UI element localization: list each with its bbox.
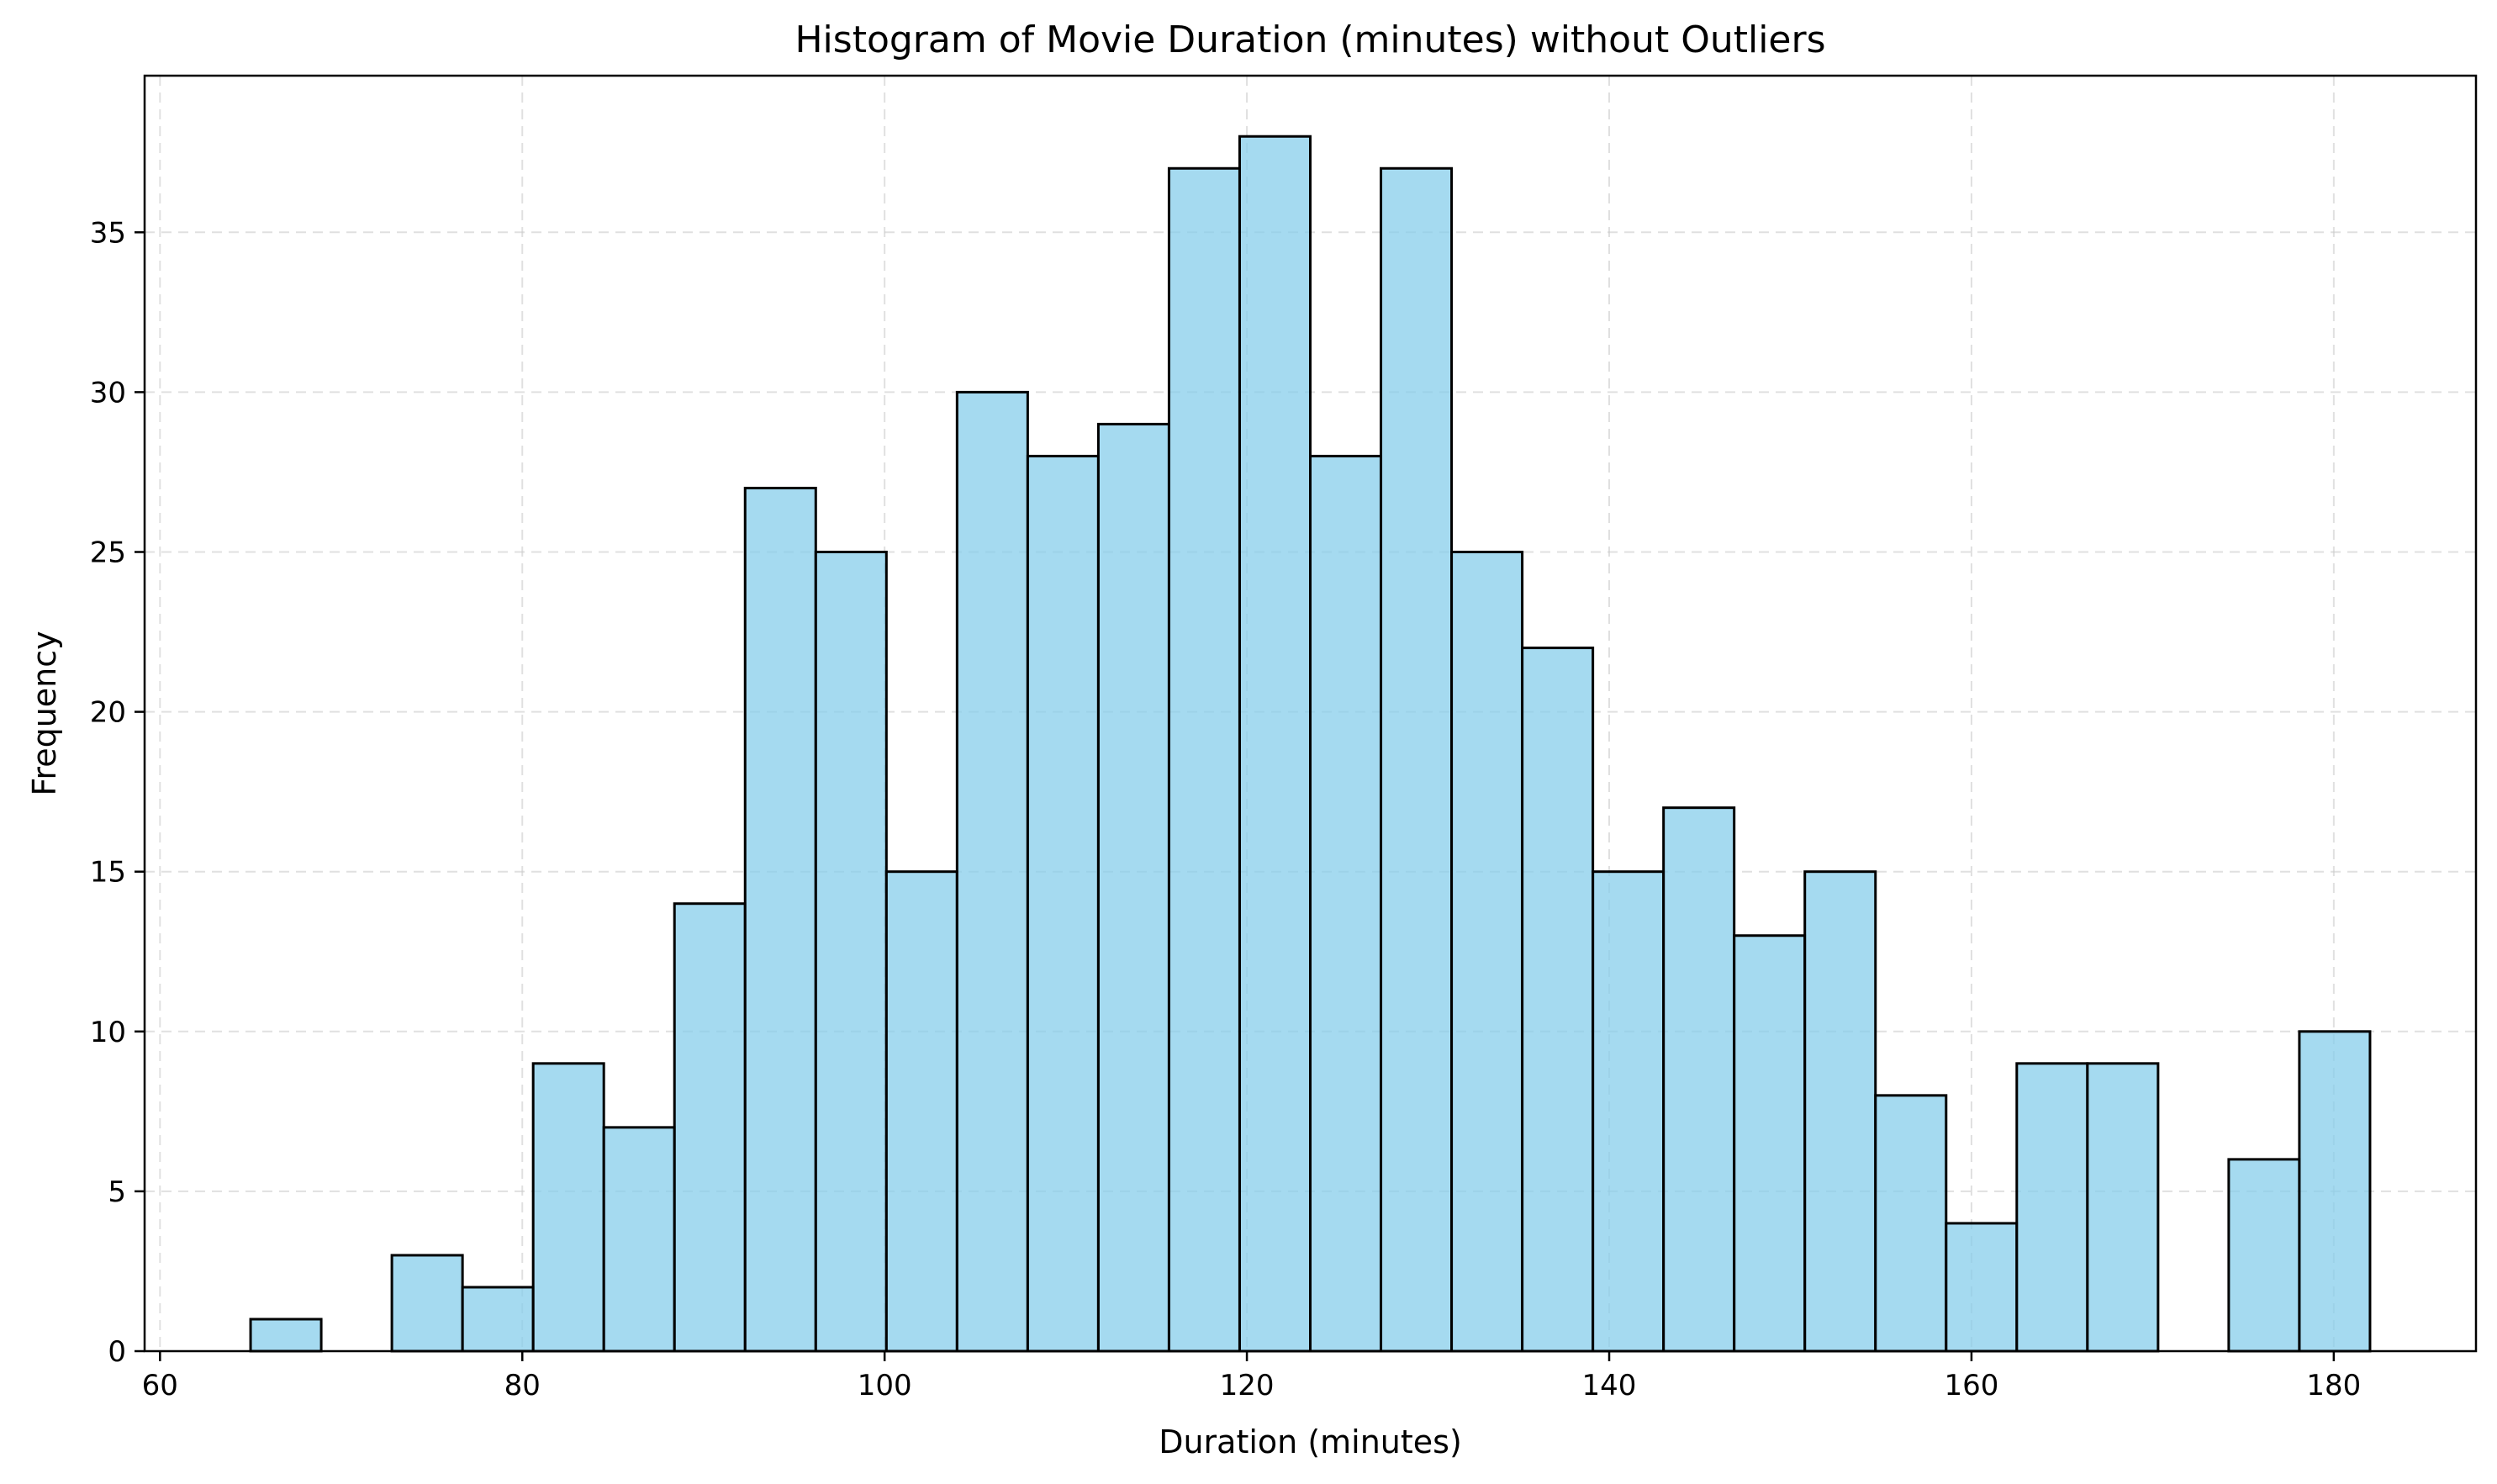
y-axis-ticks: 0 5 10 15 20 25 30 35 [90,216,145,1369]
x-axis-label: Duration (minutes) [1159,1423,1462,1460]
histogram-bar [1662,806,1736,1353]
histogram-bar [390,1254,464,1353]
y-tick-label: 0 [108,1335,126,1369]
histogram-bar [461,1286,535,1353]
histogram-bar [1945,1222,2019,1353]
histogram-bar [1096,422,1170,1353]
histogram-bar [2227,1158,2301,1353]
histogram-bar [2298,1030,2372,1353]
histogram-bar [884,870,958,1353]
histogram-bar [1167,166,1241,1353]
histogram-bars [249,135,2372,1353]
axes-frame [143,74,2478,1353]
histogram-bar [1238,135,1312,1353]
x-tick-label: 180 [2306,1369,2361,1402]
histogram-bar [1380,166,1454,1353]
y-tick-label: 5 [108,1175,126,1209]
y-tick-label: 25 [90,536,126,569]
x-axis-ticks: 60 80 100 120 140 160 180 [142,1351,2361,1402]
histogram-bar [814,550,888,1353]
x-tick-label: 100 [858,1369,912,1402]
x-tick-label: 140 [1582,1369,1637,1402]
histogram-bar [743,486,817,1353]
histogram-bar [673,902,747,1353]
x-tick-label: 120 [1220,1369,1275,1402]
chart-title: Histogram of Movie Duration (minutes) wi… [794,18,1825,61]
histogram-bar [1309,454,1383,1353]
y-tick-label: 30 [90,376,126,409]
y-tick-label: 35 [90,216,126,250]
histogram-bar [2086,1062,2160,1353]
histogram-bar [1592,870,1666,1353]
histogram-bar [602,1126,676,1353]
histogram-bar [2015,1062,2089,1353]
histogram-bar [1521,647,1595,1353]
x-tick-label: 160 [1944,1369,1998,1402]
histogram-bar [1450,550,1524,1353]
histogram-bar [531,1062,605,1353]
y-axis-label: Frequency [26,631,63,795]
x-tick-label: 60 [142,1369,178,1402]
x-tick-label: 80 [504,1369,541,1402]
histogram-bar [1733,934,1807,1353]
y-tick-label: 20 [90,696,126,730]
histogram-bar [249,1318,323,1353]
histogram-bar [1026,454,1100,1353]
histogram-bar [1874,1094,1948,1353]
y-tick-label: 10 [90,1016,126,1049]
histogram-bar [1803,870,1877,1353]
histogram-bar [955,390,1029,1353]
y-tick-label: 15 [90,856,126,890]
